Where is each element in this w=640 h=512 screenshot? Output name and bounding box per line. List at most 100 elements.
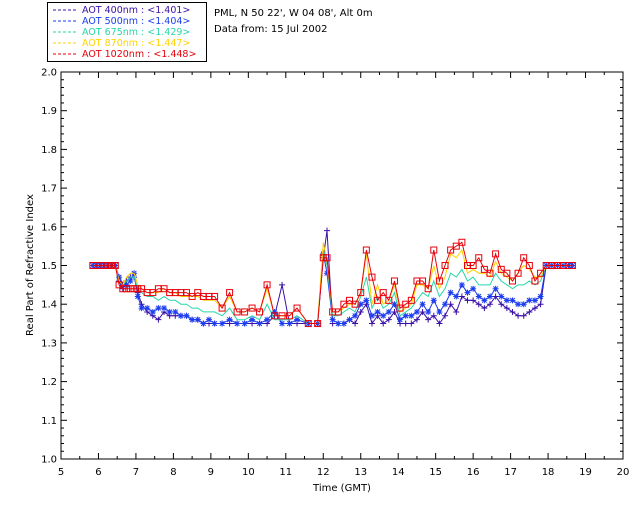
data-point xyxy=(130,285,138,293)
y-tick-label: 1.7 xyxy=(41,184,57,195)
data-point xyxy=(116,274,123,281)
data-point xyxy=(475,254,483,262)
data-point xyxy=(498,293,505,300)
data-point xyxy=(248,304,256,312)
data-point xyxy=(294,316,301,323)
data-point xyxy=(497,265,505,273)
data-point xyxy=(419,277,427,285)
data-point xyxy=(436,320,443,327)
data-point xyxy=(379,289,387,297)
legend-swatch-400nm-icon xyxy=(53,9,77,11)
data-point xyxy=(402,320,409,327)
data-point xyxy=(293,304,301,312)
data-point xyxy=(537,269,545,277)
data-point xyxy=(458,238,466,246)
data-point xyxy=(492,285,499,292)
x-tick-label: 7 xyxy=(133,467,139,478)
data-point xyxy=(96,262,104,269)
data-point xyxy=(324,227,331,234)
data-point xyxy=(469,262,477,269)
data-point xyxy=(380,312,387,319)
data-point xyxy=(264,316,271,323)
data-point xyxy=(385,308,392,315)
data-point xyxy=(419,308,426,315)
data-point xyxy=(453,308,460,315)
data-point xyxy=(352,320,359,327)
data-point xyxy=(464,297,471,304)
location-label: PML, N 50 22', W 04 08', Alt 0m xyxy=(214,8,373,19)
data-point xyxy=(486,301,493,308)
data-point xyxy=(481,297,488,304)
data-point xyxy=(413,308,420,315)
data-point xyxy=(138,305,145,312)
x-tick-label: 15 xyxy=(429,467,442,478)
x-axis-title: Time (GMT) xyxy=(312,483,371,494)
data-point xyxy=(470,297,477,304)
data-point xyxy=(329,316,336,323)
data-point xyxy=(503,305,510,312)
data-point xyxy=(100,262,108,269)
data-point xyxy=(160,285,168,293)
x-tick-label: 19 xyxy=(579,467,592,478)
data-point xyxy=(278,312,286,320)
data-point xyxy=(211,292,219,300)
data-point xyxy=(189,316,196,323)
data-point xyxy=(531,297,538,304)
data-point xyxy=(123,285,131,293)
y-tick-label: 1.4 xyxy=(41,300,57,311)
x-tick-label: 11 xyxy=(279,467,292,478)
data-point xyxy=(149,308,156,315)
data-point xyxy=(515,301,522,308)
data-point xyxy=(425,308,432,315)
data-point xyxy=(531,305,538,312)
data-point xyxy=(514,269,522,277)
data-point xyxy=(374,308,381,315)
data-point xyxy=(452,242,460,250)
data-point xyxy=(155,316,162,323)
data-point xyxy=(115,281,123,289)
data-point xyxy=(279,320,286,327)
y-tick-label: 1.9 xyxy=(41,106,57,117)
data-point xyxy=(385,296,393,304)
legend-swatch-1020nm-icon xyxy=(53,53,77,55)
data-point xyxy=(304,320,312,328)
data-point xyxy=(492,293,499,300)
plot-area xyxy=(60,71,624,460)
data-point xyxy=(453,293,460,300)
legend-label-500nm: AOT 500nm : <1.404> xyxy=(82,16,191,27)
data-point xyxy=(357,308,364,315)
data-point xyxy=(335,320,342,327)
data-point xyxy=(357,301,364,308)
data-point xyxy=(470,285,477,292)
data-point xyxy=(263,281,271,289)
data-point xyxy=(226,289,234,297)
data-point xyxy=(568,262,576,269)
data-point xyxy=(314,320,322,328)
data-point xyxy=(194,316,201,323)
data-point xyxy=(93,262,101,269)
data-point xyxy=(391,301,398,308)
data-point xyxy=(200,320,207,327)
data-point xyxy=(508,277,516,285)
data-point xyxy=(241,308,249,316)
data-point xyxy=(486,293,493,300)
data-point xyxy=(447,246,455,254)
data-point xyxy=(89,262,97,269)
data-point xyxy=(525,262,533,269)
data-point xyxy=(357,289,365,297)
data-point xyxy=(134,293,141,300)
data-point xyxy=(407,296,415,304)
data-point xyxy=(183,312,190,319)
data-point xyxy=(498,301,505,308)
legend-swatch-870nm-icon xyxy=(53,42,77,44)
data-point xyxy=(177,312,184,319)
data-point xyxy=(520,254,528,262)
x-tick-label: 9 xyxy=(208,467,214,478)
y-tick-label: 1.0 xyxy=(41,455,57,466)
data-point xyxy=(413,316,420,323)
series-line xyxy=(92,249,573,324)
series-line xyxy=(92,241,573,324)
data-point xyxy=(241,320,248,327)
data-point xyxy=(108,262,116,269)
